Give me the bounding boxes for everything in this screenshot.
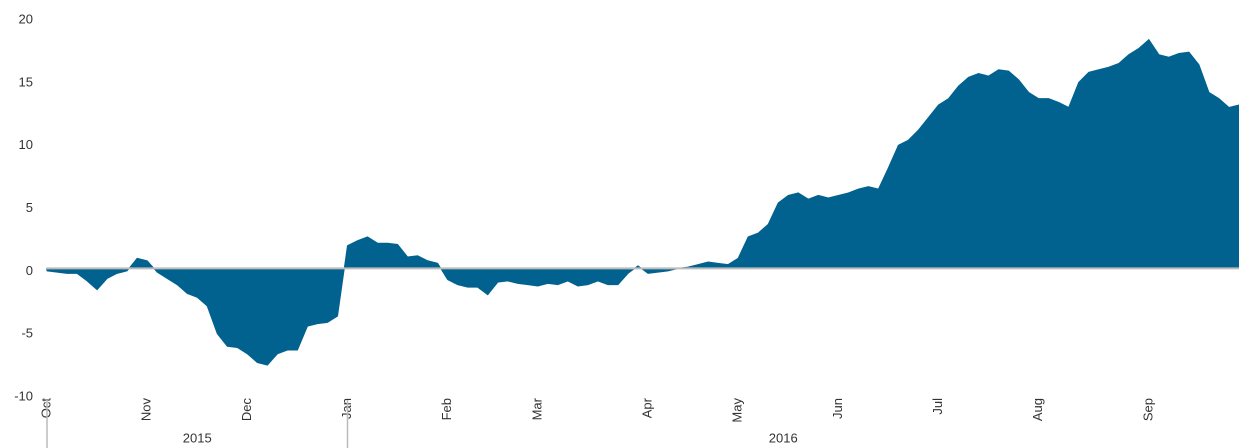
y-tick-label: 0 bbox=[26, 263, 33, 278]
x-tick-label: Feb bbox=[439, 398, 454, 420]
x-tick-label: Nov bbox=[139, 398, 154, 422]
year-label: 2016 bbox=[769, 430, 798, 445]
x-tick-label: Jan bbox=[339, 398, 354, 419]
x-tick-label: Aug bbox=[1030, 398, 1045, 421]
x-tick-label: Oct bbox=[38, 398, 53, 419]
y-tick-label: 20 bbox=[19, 11, 33, 26]
y-tick-label: -5 bbox=[21, 326, 33, 341]
x-tick-label: Dec bbox=[239, 398, 254, 422]
x-tick-label: Jul bbox=[930, 398, 945, 415]
y-tick-label: -10 bbox=[14, 388, 33, 403]
y-tick-label: 5 bbox=[26, 200, 33, 215]
x-tick-label: Apr bbox=[639, 397, 654, 418]
x-tick-label: May bbox=[730, 398, 745, 423]
year-label: 2015 bbox=[183, 430, 212, 445]
x-tick-label: Jun bbox=[830, 398, 845, 419]
area bbox=[46, 38, 1239, 366]
x-tick-label: Mar bbox=[529, 397, 544, 420]
x-tick-label: Sep bbox=[1140, 398, 1155, 421]
y-tick-label: 15 bbox=[19, 74, 33, 89]
y-tick-label: 10 bbox=[19, 137, 33, 152]
